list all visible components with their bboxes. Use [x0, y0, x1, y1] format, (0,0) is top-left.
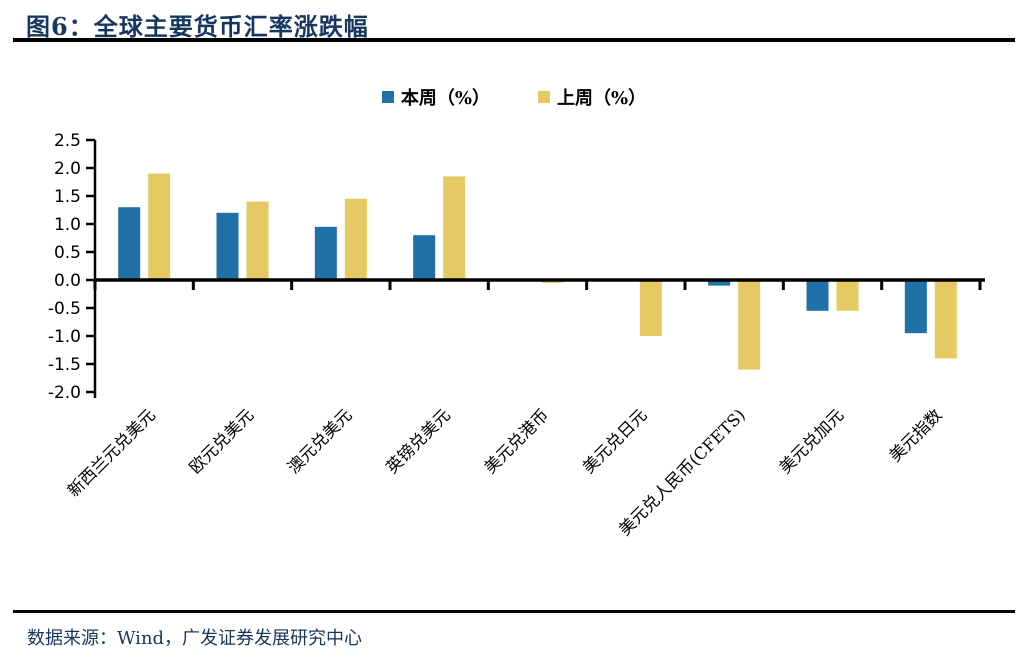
bar-this-week — [708, 280, 731, 286]
bar-last-week — [344, 198, 367, 280]
x-axis-category-label: 美元兑港币 — [481, 405, 553, 477]
bar-this-week — [904, 280, 927, 334]
y-axis-tick-label: 1.5 — [54, 187, 81, 207]
y-axis-tick-label: 2.0 — [54, 159, 81, 179]
chart-legend: 本周（%） 上周（%） — [0, 84, 1028, 110]
bar-last-week — [836, 280, 859, 311]
legend-label-last-week: 上周（%） — [557, 88, 647, 109]
bar-last-week — [738, 280, 761, 370]
legend-item-last-week: 上周（%） — [538, 84, 646, 110]
bar-this-week — [216, 212, 239, 280]
legend-label-this-week: 本周（%） — [400, 88, 490, 109]
title-divider-line — [13, 38, 1015, 42]
data-source-text: 数据来源：Wind，广发证券发展研究中心 — [27, 628, 363, 649]
legend-swatch-this-week — [381, 91, 394, 103]
y-axis-tick-label: 0.0 — [54, 271, 81, 291]
bar-last-week — [148, 173, 171, 280]
y-axis-tick-label: -2.0 — [48, 383, 81, 403]
x-axis-category-label: 美元兑加元 — [776, 405, 848, 477]
x-axis-category-label: 澳元兑美元 — [284, 405, 356, 477]
legend-item-this-week: 本周（%） — [381, 84, 490, 110]
y-axis-tick-label: 2.5 — [54, 131, 81, 151]
chart-title: 图6：全球主要货币汇率涨跌幅 — [26, 12, 369, 41]
y-axis-tick-label: -1.5 — [48, 355, 81, 375]
x-axis-category-label: 欧元兑美元 — [186, 405, 258, 477]
bar-this-week — [118, 207, 141, 280]
x-axis-category-label: 美元指数 — [886, 405, 946, 465]
x-axis-category-label: 美元兑日元 — [579, 405, 651, 477]
y-axis-tick-label: -1.0 — [48, 327, 81, 347]
x-axis-category-label: 英镑兑美元 — [382, 405, 454, 477]
bar-this-week — [413, 235, 436, 280]
bar-this-week — [314, 226, 337, 280]
bar-last-week — [246, 201, 269, 280]
y-axis-tick-label: -0.5 — [48, 299, 81, 319]
legend-swatch-last-week — [538, 91, 550, 103]
bar-this-week — [806, 280, 829, 311]
bar-last-week — [639, 280, 662, 336]
y-axis-tick-label: 0.5 — [54, 243, 81, 263]
bar-last-week — [443, 176, 466, 280]
y-axis-tick-label: 1.0 — [54, 215, 81, 235]
bar-chart: 2.5 2.0 1.5 1.0 0.5 0.0 -0.5 -1.0 -1.5 -2.0新西兰元兑美… — [48, 131, 985, 539]
x-axis-category-label: 新西兰元兑美元 — [64, 405, 159, 500]
bar-last-week — [934, 280, 957, 359]
footer-divider-line — [13, 610, 1015, 613]
